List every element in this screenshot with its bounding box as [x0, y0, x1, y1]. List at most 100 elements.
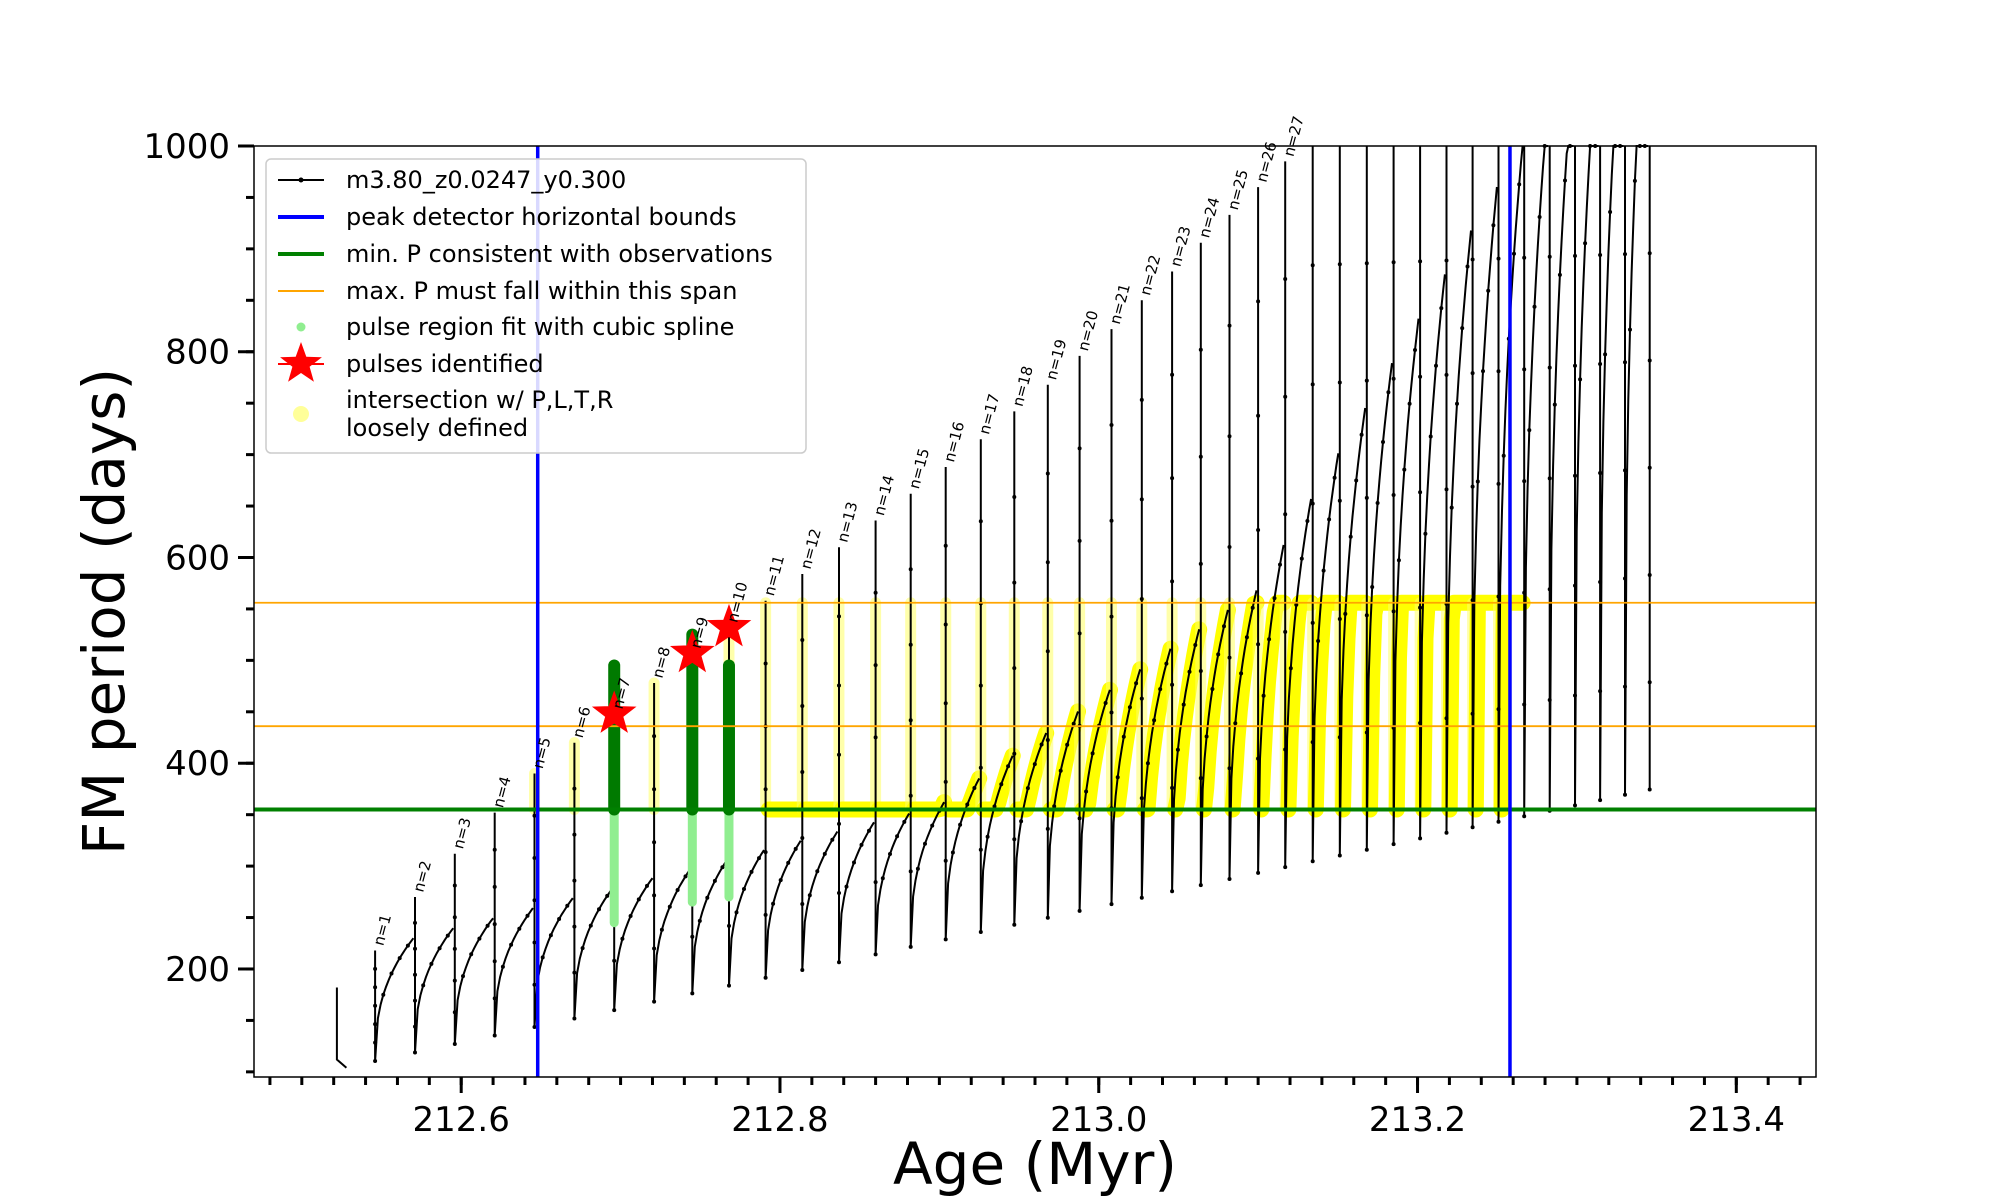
track-marker — [1628, 327, 1632, 332]
track-marker — [1077, 631, 1082, 636]
track-marker — [1598, 689, 1603, 694]
track-marker — [1198, 561, 1203, 566]
track-marker — [1491, 223, 1496, 228]
legend-marker — [280, 342, 322, 382]
track-marker — [1532, 304, 1537, 309]
track-marker — [1623, 252, 1627, 257]
track-marker — [1283, 277, 1288, 281]
track-marker — [1283, 394, 1288, 399]
track-marker — [915, 866, 920, 871]
track-marker — [1470, 711, 1475, 716]
y-tick-label: 600 — [165, 538, 230, 578]
track-marker — [1261, 693, 1266, 698]
track-marker — [873, 663, 878, 668]
x-axis-ticks: 212.6 212.8 213.0 213.2 213.4 — [268, 1077, 1802, 1140]
track-marker — [1316, 639, 1321, 643]
track-marker — [1428, 434, 1433, 439]
track-marker — [923, 841, 927, 846]
track-marker — [880, 876, 885, 881]
track-marker — [1115, 775, 1120, 780]
legend-label: pulse region fit with cubic spline — [346, 313, 734, 341]
track-marker — [943, 937, 948, 942]
track-marker — [943, 622, 948, 627]
track-marker — [1077, 446, 1082, 451]
track-marker — [895, 834, 900, 839]
legend-marker-dot — [298, 177, 304, 183]
track-marker — [1025, 786, 1030, 791]
intersection-arc — [1196, 601, 1236, 818]
track-marker — [1103, 701, 1108, 705]
track-marker — [1547, 587, 1552, 592]
track-marker — [1517, 182, 1522, 187]
track-marker — [1439, 306, 1444, 311]
track-marker — [1444, 830, 1449, 835]
track-marker — [1256, 528, 1261, 532]
track-marker — [1598, 253, 1603, 257]
track-marker — [837, 891, 841, 895]
track-marker — [800, 638, 805, 642]
track-marker — [690, 991, 695, 996]
track-marker — [943, 858, 948, 863]
intersection-arc — [1137, 640, 1179, 818]
track-marker — [1084, 789, 1089, 794]
track-marker — [405, 943, 410, 948]
track-marker — [800, 770, 805, 774]
track-marker — [452, 915, 457, 920]
track-marker — [1045, 560, 1050, 565]
track-marker — [1481, 369, 1485, 374]
track-marker — [1256, 299, 1261, 304]
track-marker — [1623, 360, 1627, 365]
track-marker — [1012, 922, 1017, 927]
track-marker — [1444, 258, 1449, 263]
track-marker — [930, 823, 935, 828]
track-marker — [1337, 262, 1342, 267]
track-marker — [771, 901, 776, 906]
track-marker — [1337, 735, 1342, 740]
track-marker — [1109, 710, 1114, 715]
track-marker — [452, 883, 457, 888]
track-marker — [445, 933, 450, 938]
track-marker — [1470, 257, 1475, 262]
legend-box — [265, 158, 807, 454]
track-marker — [978, 765, 983, 770]
track-marker — [1227, 545, 1232, 549]
track-marker — [1391, 493, 1396, 497]
track-marker — [1444, 372, 1449, 377]
x-tick-label: 212.6 — [413, 1100, 510, 1140]
track-marker — [413, 920, 417, 925]
track-marker — [1354, 478, 1359, 483]
identified-pulses — [591, 603, 752, 733]
track-marker — [943, 543, 948, 548]
track-marker — [1475, 479, 1480, 484]
track-marker — [852, 860, 856, 865]
track-marker — [1537, 215, 1542, 219]
track-marker — [373, 985, 378, 990]
track-marker — [525, 913, 530, 918]
x-axis-title: Age (Myr) — [893, 1130, 1177, 1198]
track-marker — [652, 946, 657, 951]
track-marker — [837, 683, 841, 688]
track-marker — [1170, 476, 1175, 481]
track-marker — [837, 821, 841, 826]
track-marker — [492, 884, 497, 889]
track-marker — [492, 1033, 497, 1038]
y-axis-ticks: 200 400 600 800 1000 — [143, 127, 254, 1074]
track-marker — [1256, 642, 1261, 647]
track-marker — [1233, 721, 1238, 726]
pulse-number-labels: n=1n=2n=3n=4n=5n=6n=7n=8n=9n=10n=11n=12n… — [370, 114, 1308, 948]
track-marker — [1470, 484, 1475, 489]
track-marker — [1310, 501, 1315, 506]
track-marker — [1139, 796, 1144, 801]
track-marker — [1170, 785, 1175, 790]
track-marker — [1370, 585, 1375, 589]
track-marker — [837, 752, 841, 757]
legend-marker — [293, 406, 309, 422]
track-marker — [1244, 635, 1249, 640]
track-marker — [532, 856, 537, 860]
track-marker — [461, 974, 465, 979]
track-marker — [1227, 877, 1232, 881]
track-marker — [612, 1008, 617, 1013]
intersection-arc — [1224, 594, 1265, 818]
track-marker — [1418, 490, 1423, 495]
track-marker — [1109, 902, 1114, 907]
